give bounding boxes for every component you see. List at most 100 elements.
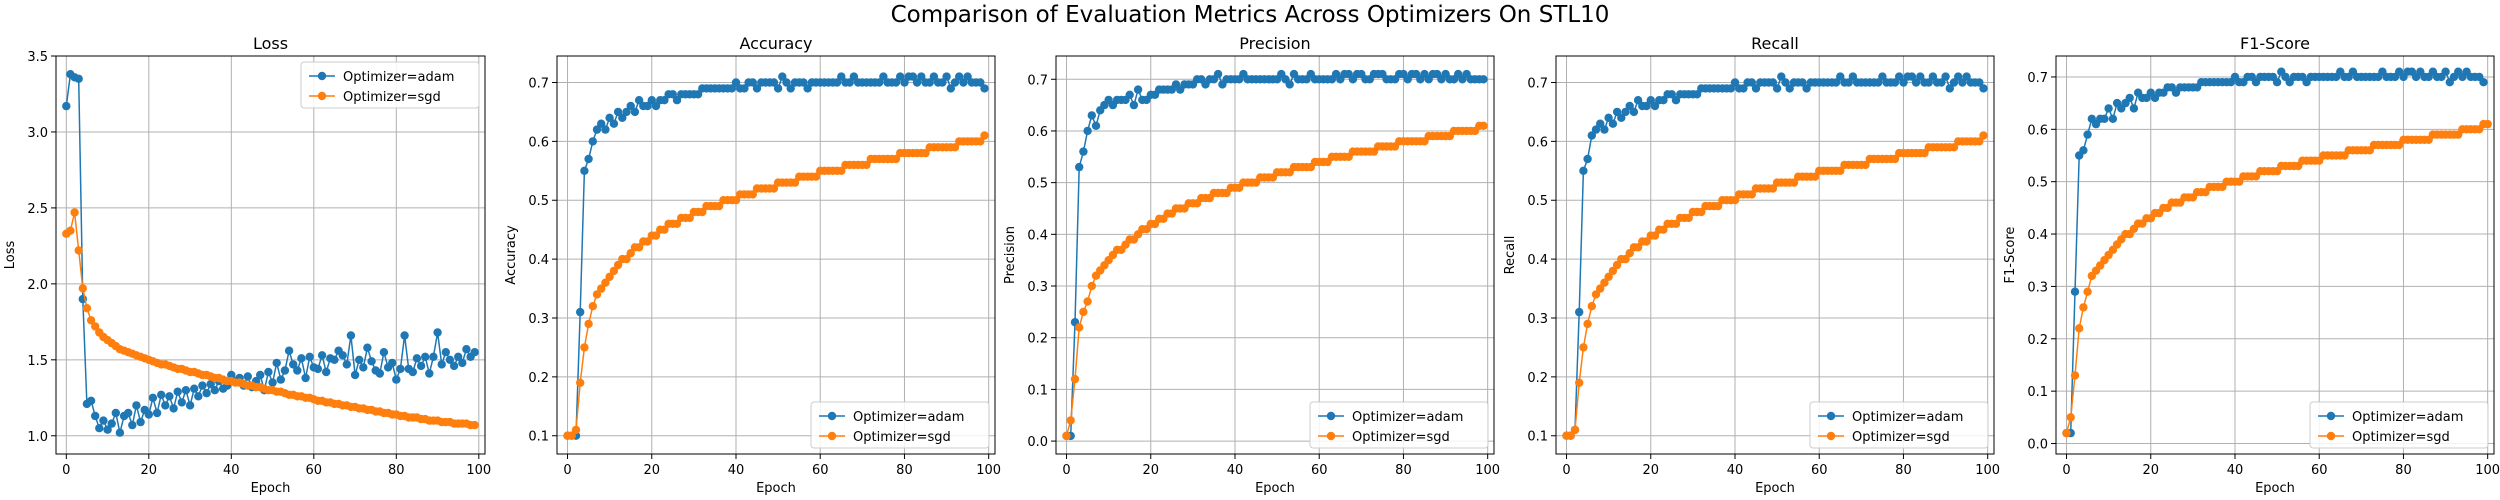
x-tick-label: 40 bbox=[1227, 463, 1244, 478]
data-point bbox=[786, 84, 795, 93]
legend-box bbox=[300, 61, 480, 109]
data-point bbox=[1591, 125, 1601, 134]
data-point bbox=[1937, 78, 1946, 87]
data-point bbox=[1575, 307, 1584, 317]
data-point bbox=[462, 345, 471, 354]
data-point bbox=[1596, 119, 1605, 128]
data-point bbox=[1878, 72, 1887, 81]
data-point bbox=[1570, 425, 1580, 435]
legend: Optimizer=adam Optimizer=sgd bbox=[2309, 401, 2489, 449]
series-adam bbox=[62, 70, 479, 437]
data-point bbox=[103, 425, 112, 434]
x-tick-label: 60 bbox=[812, 463, 829, 478]
legend-marker bbox=[827, 431, 837, 441]
data-point bbox=[584, 154, 593, 164]
data-point bbox=[929, 72, 939, 81]
data-point bbox=[908, 72, 918, 81]
data-point bbox=[256, 370, 265, 380]
x-tick-label: 60 bbox=[1811, 463, 1828, 478]
data-point bbox=[1587, 131, 1597, 140]
x-tick-label: 20 bbox=[2142, 463, 2159, 478]
data-point bbox=[1726, 84, 1736, 93]
data-point bbox=[2079, 146, 2088, 155]
y-tick-label: 1.5 bbox=[27, 354, 48, 369]
data-point bbox=[301, 373, 310, 383]
y-tick-label: 0.2 bbox=[1027, 332, 1048, 347]
data-point bbox=[811, 172, 821, 181]
x-tick-label: 60 bbox=[306, 463, 323, 478]
data-point bbox=[862, 160, 871, 170]
data-point bbox=[1941, 72, 1950, 81]
data-point bbox=[177, 398, 186, 407]
plot-frame bbox=[1555, 55, 1995, 455]
data-point bbox=[194, 392, 203, 401]
chart-panel-precision: 0 20 40 60 80 100 0.0 0.1 0.2 0.3 0.4 0.5 0.6 0.7 Prec… bbox=[1003, 34, 1500, 496]
data-point bbox=[685, 213, 694, 223]
x-tick-label: 100 bbox=[466, 463, 491, 478]
x-axis-label: Epoch bbox=[251, 481, 291, 496]
y-tick-label: 1.0 bbox=[27, 430, 48, 445]
data-point bbox=[592, 290, 602, 299]
data-point bbox=[1958, 78, 1967, 87]
plot-frame bbox=[2055, 55, 2495, 455]
legend-marker bbox=[827, 411, 837, 421]
data-point bbox=[2479, 78, 2488, 87]
data-point bbox=[338, 351, 347, 360]
x-tick-label: 20 bbox=[1642, 463, 1659, 478]
x-tick-label: 60 bbox=[2311, 463, 2328, 478]
data-point bbox=[1747, 78, 1757, 87]
data-point bbox=[173, 387, 182, 396]
data-point bbox=[1861, 160, 1870, 170]
data-point bbox=[198, 381, 207, 390]
data-point bbox=[576, 307, 585, 317]
data-point bbox=[580, 343, 589, 352]
data-point bbox=[942, 72, 951, 81]
data-point bbox=[161, 401, 170, 410]
data-point bbox=[1785, 84, 1794, 93]
data-point bbox=[773, 84, 783, 93]
data-point bbox=[1659, 96, 1668, 105]
data-point bbox=[748, 190, 757, 199]
data-point bbox=[605, 272, 614, 281]
data-point bbox=[1066, 416, 1075, 425]
x-tick-label: 0 bbox=[563, 463, 571, 478]
x-tick-label: 80 bbox=[2395, 463, 2412, 478]
data-point bbox=[115, 428, 125, 437]
data-point bbox=[1916, 72, 1925, 81]
legend-marker bbox=[2326, 411, 2336, 421]
data-point bbox=[2100, 114, 2109, 124]
y-tick-label: 0.5 bbox=[528, 194, 549, 209]
x-tick-label: 20 bbox=[141, 463, 158, 478]
data-point bbox=[317, 351, 327, 360]
data-point bbox=[454, 352, 463, 361]
plot-frame bbox=[1055, 55, 1495, 455]
data-point bbox=[1596, 284, 1605, 293]
data-point bbox=[1629, 107, 1639, 117]
data-point bbox=[1659, 225, 1668, 234]
data-point bbox=[1612, 260, 1622, 270]
data-point bbox=[1583, 154, 1592, 164]
x-tick-label: 80 bbox=[1395, 463, 1412, 478]
data-point bbox=[144, 410, 153, 419]
data-point bbox=[778, 72, 787, 81]
data-point bbox=[2129, 104, 2139, 113]
series-line bbox=[1066, 72, 1484, 437]
data-point bbox=[1285, 80, 1294, 89]
chart-title: F1-Score bbox=[2240, 34, 2310, 53]
y-axis-label: Precision bbox=[1003, 226, 1018, 284]
data-point bbox=[2441, 67, 2450, 76]
data-point bbox=[1949, 78, 1959, 87]
data-point bbox=[980, 131, 989, 140]
legend: Optimizer=adam Optimizer=sgd bbox=[1309, 401, 1489, 449]
data-point bbox=[1949, 143, 1959, 152]
data-point bbox=[437, 360, 446, 369]
data-point bbox=[584, 319, 593, 329]
data-point bbox=[1617, 113, 1626, 123]
data-point bbox=[976, 78, 985, 87]
data-point bbox=[1583, 319, 1592, 329]
data-point bbox=[580, 166, 589, 175]
data-point bbox=[1751, 84, 1761, 93]
data-point bbox=[1697, 207, 1706, 217]
legend-label: Optimizer=sgd bbox=[1352, 430, 1450, 445]
data-point bbox=[799, 78, 808, 87]
